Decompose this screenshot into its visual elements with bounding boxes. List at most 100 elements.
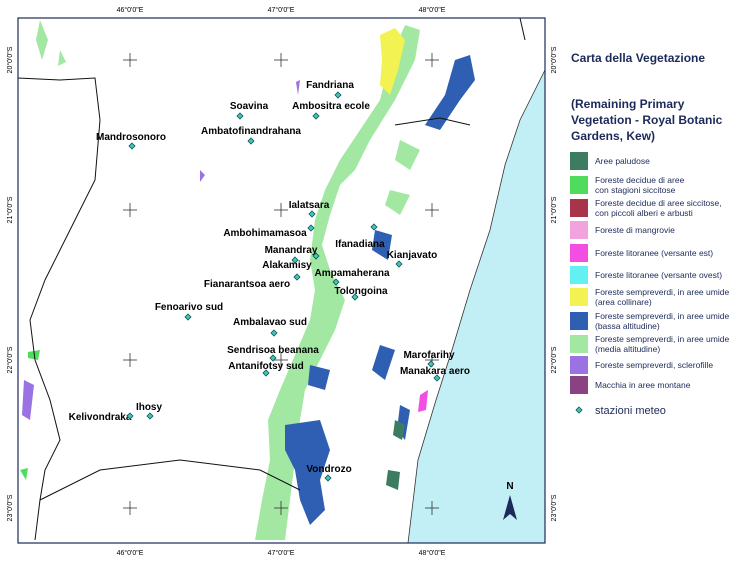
station-label: Fandriana bbox=[306, 80, 354, 91]
legend-station-marker bbox=[575, 406, 583, 414]
legend-swatch bbox=[570, 312, 588, 330]
swamp bbox=[386, 420, 405, 490]
forest-hill bbox=[380, 28, 405, 95]
coord-label: 21°0'0"S bbox=[550, 196, 558, 223]
legend-swatch bbox=[570, 288, 588, 306]
station-marker bbox=[146, 412, 154, 420]
station-label: Ambalavao sud bbox=[233, 317, 307, 328]
station-label: Manandray bbox=[265, 245, 318, 256]
station-marker bbox=[433, 374, 441, 382]
station-label: Antanifotsy sud bbox=[228, 361, 304, 372]
coord-label: 23°0'0"S bbox=[6, 494, 14, 521]
station-label: Ambositra ecole bbox=[292, 101, 370, 112]
station-label: Ihosy bbox=[136, 402, 163, 413]
legend-label: Foreste sempreverdi, sclerofille bbox=[595, 360, 713, 370]
littoral bbox=[418, 390, 428, 412]
coord-label: 21°0'0"S bbox=[6, 196, 14, 223]
legend-label: Foreste decidue di aree bbox=[595, 175, 685, 185]
station-label: Ialatsara bbox=[289, 200, 330, 211]
legend-label: (area collinare) bbox=[595, 297, 652, 307]
station-marker bbox=[184, 313, 192, 321]
station-marker bbox=[312, 112, 320, 120]
legend-title: Carta della Vegetazione bbox=[571, 51, 705, 65]
coord-label: 48°0'0"E bbox=[419, 6, 446, 14]
station-marker bbox=[312, 252, 320, 260]
legend-label: Aree paludose bbox=[595, 156, 650, 166]
station-marker bbox=[262, 369, 270, 377]
map-frame bbox=[17, 17, 546, 544]
station-marker bbox=[270, 329, 278, 337]
station-label: Marofarihy bbox=[403, 350, 455, 361]
grid-crosses bbox=[123, 53, 439, 515]
station-label: Ambohimamasoa bbox=[223, 228, 307, 239]
station-marker bbox=[332, 278, 340, 286]
legend-label: Foreste sempreverdi, in aree umide bbox=[595, 311, 729, 321]
station-marker bbox=[269, 354, 277, 362]
station-marker bbox=[236, 112, 244, 120]
station-marker bbox=[308, 210, 316, 218]
legend-swatch bbox=[570, 152, 588, 170]
coord-label: 47°0'0"E bbox=[268, 549, 295, 557]
station-label: Vondrozo bbox=[306, 464, 351, 475]
station-marker bbox=[324, 474, 332, 482]
coord-label: 48°0'0"E bbox=[419, 549, 446, 557]
legend-swatch bbox=[570, 176, 588, 194]
forest-mid bbox=[36, 20, 420, 540]
station-label: Mandrosonoro bbox=[96, 132, 166, 143]
legend-swatch bbox=[570, 221, 588, 239]
coord-label: 20°0'0"S bbox=[6, 46, 14, 73]
forest-low bbox=[285, 55, 475, 525]
legend-label: Macchia in aree montane bbox=[595, 380, 691, 390]
coord-label: 22°0'0"S bbox=[6, 346, 14, 373]
coord-label: 47°0'0"E bbox=[268, 6, 295, 14]
north-arrow: N bbox=[503, 481, 517, 520]
station-marker bbox=[307, 224, 315, 232]
station-marker bbox=[291, 256, 299, 264]
station-marker bbox=[126, 412, 134, 420]
coord-label: 20°0'0"S bbox=[550, 46, 558, 73]
station-label: Ifanadiana bbox=[335, 239, 385, 250]
station-label: Ampamaherana bbox=[314, 268, 389, 279]
legend-label: Foreste litoranee (versante ovest) bbox=[595, 270, 722, 280]
legend-swatch bbox=[570, 244, 588, 262]
legend-subtitle: Gardens, Kew) bbox=[571, 129, 655, 143]
legend-subtitle: Vegetation - Royal Botanic bbox=[571, 113, 723, 127]
legend-label: Foreste sempreverdi, in aree umide bbox=[595, 334, 729, 344]
legend-subtitle: (Remaining Primary bbox=[571, 97, 685, 111]
station-marker bbox=[128, 142, 136, 150]
legend-label: con piccoli alberi e arbusti bbox=[595, 208, 693, 218]
legend-label: stazioni meteo bbox=[595, 405, 666, 417]
coord-label: 46°0'0"E bbox=[117, 549, 144, 557]
station-marker bbox=[351, 293, 359, 301]
legend-label: Foreste di mangrovie bbox=[595, 225, 675, 235]
station-label: Manakara aero bbox=[400, 366, 470, 377]
map: N bbox=[17, 17, 546, 544]
station-label: Soavina bbox=[230, 101, 269, 112]
station-label: Tolongoina bbox=[334, 286, 388, 297]
station-label: Fenoarivo sud bbox=[155, 302, 223, 313]
legend-swatch bbox=[570, 199, 588, 217]
coord-label: 22°0'0"S bbox=[550, 346, 558, 373]
coord-label: 23°0'0"S bbox=[550, 494, 558, 521]
station-label: Ambatofinandrahana bbox=[201, 126, 301, 137]
legend-label: Foreste decidue di aree siccitose, bbox=[595, 198, 722, 208]
station-label: Sendrisoa beanana bbox=[227, 345, 319, 356]
legend-swatch bbox=[570, 356, 588, 374]
legend: (Remaining Primary Vegetation - Royal Bot… bbox=[570, 97, 729, 417]
station-marker bbox=[427, 360, 435, 368]
station-label: Alakamisy bbox=[262, 260, 312, 271]
legend-swatch bbox=[570, 335, 588, 353]
station-marker bbox=[247, 137, 255, 145]
legend-label: Foreste sempreverdi, in aree umide bbox=[595, 287, 729, 297]
legend-swatch bbox=[570, 266, 588, 284]
boundaries bbox=[17, 17, 526, 541]
station-marker bbox=[395, 260, 403, 268]
station-label: Kelivondraka bbox=[69, 412, 132, 423]
legend-label: con stagioni siccitose bbox=[595, 185, 676, 195]
legend-label: (bassa altitudine) bbox=[595, 321, 660, 331]
station-label: Kianjavato bbox=[387, 250, 438, 261]
legend-swatch bbox=[570, 376, 588, 394]
station-label: Fianarantsoa aero bbox=[204, 279, 290, 290]
coord-label: 46°0'0"E bbox=[117, 6, 144, 14]
